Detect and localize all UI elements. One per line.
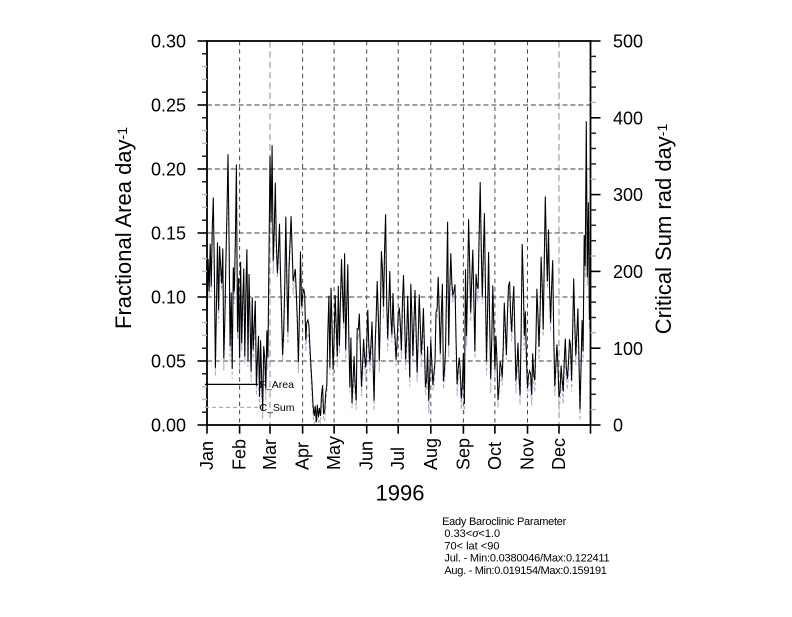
svg-text:200: 200 xyxy=(613,262,643,282)
svg-text:Oct: Oct xyxy=(485,442,505,470)
svg-text:Aug. - Min:0.019154/Max:0.1591: Aug. - Min:0.019154/Max:0.159191 xyxy=(444,565,606,577)
svg-text:Mar: Mar xyxy=(260,439,280,470)
svg-text:Eady Baroclinic Parameter: Eady Baroclinic Parameter xyxy=(442,516,567,528)
svg-text:May: May xyxy=(324,436,344,470)
svg-text:300: 300 xyxy=(613,185,643,205)
svg-text:500: 500 xyxy=(613,32,643,52)
svg-text:70< lat <90: 70< lat <90 xyxy=(444,540,499,552)
svg-text:0.25: 0.25 xyxy=(151,96,186,116)
svg-text:Critical Sum rad day-1: Critical Sum rad day-1 xyxy=(651,124,676,335)
svg-text:Jun: Jun xyxy=(357,441,377,470)
svg-text:C_Sum: C_Sum xyxy=(260,402,295,414)
svg-text:400: 400 xyxy=(613,108,643,128)
svg-text:Jul: Jul xyxy=(388,447,408,470)
svg-text:0.05: 0.05 xyxy=(151,352,186,372)
svg-text:Sep: Sep xyxy=(453,438,473,470)
svg-text:100: 100 xyxy=(613,339,643,359)
svg-text:1996: 1996 xyxy=(376,481,425,506)
svg-text:Jan: Jan xyxy=(197,441,217,470)
svg-text:Aug: Aug xyxy=(421,438,441,470)
svg-text:Feb: Feb xyxy=(230,439,250,470)
svg-text:0.15: 0.15 xyxy=(151,224,186,244)
svg-text:Dec: Dec xyxy=(549,438,569,470)
svg-text:0: 0 xyxy=(613,416,623,436)
svg-text:0.00: 0.00 xyxy=(151,416,186,436)
svg-text:F_Area: F_Area xyxy=(260,379,295,391)
svg-text:0.30: 0.30 xyxy=(151,32,186,52)
svg-text:Nov: Nov xyxy=(518,438,538,470)
svg-text:0.20: 0.20 xyxy=(151,160,186,180)
svg-text:Jul. - Min:0.0380046/Max:0.122: Jul. - Min:0.0380046/Max:0.122411 xyxy=(444,553,609,565)
svg-text:0.33<σ<1.0: 0.33<σ<1.0 xyxy=(444,526,500,540)
svg-text:Fractional Area day-1: Fractional Area day-1 xyxy=(111,127,136,329)
svg-text:Apr: Apr xyxy=(293,442,313,470)
svg-text:0.10: 0.10 xyxy=(151,288,186,308)
